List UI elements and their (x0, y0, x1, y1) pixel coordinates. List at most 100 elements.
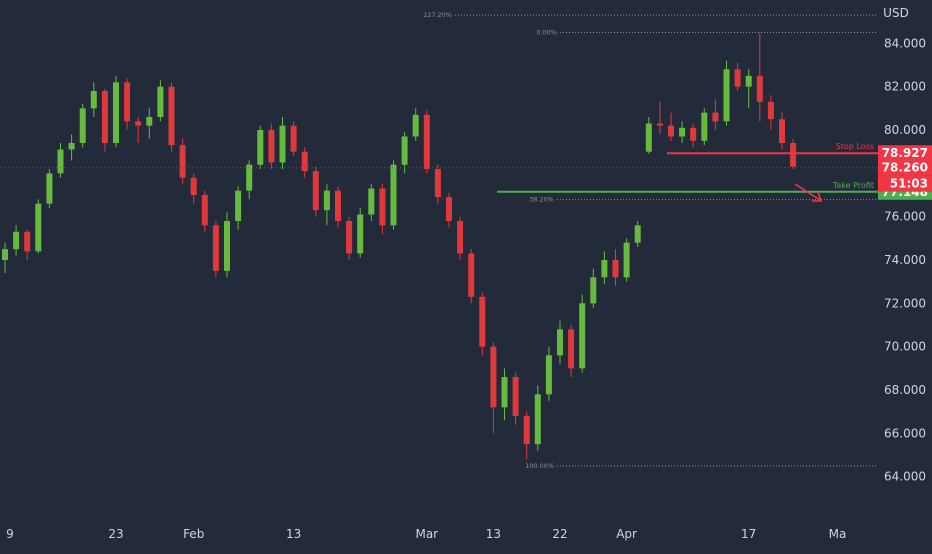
time-axis[interactable]: 9 23 Feb 13 Mar 13 22 Apr 17 Ma (6, 527, 846, 541)
candle-body (379, 188, 386, 226)
trade-levels: Stop Loss Take Profit (0, 142, 878, 193)
candle-body (312, 171, 319, 211)
candle-body (634, 225, 641, 243)
y-tick-label: 64.000 (884, 470, 926, 484)
x-tick-label: 17 (741, 527, 756, 541)
arrow-head (812, 191, 823, 202)
x-tick-label: Apr (616, 527, 637, 541)
y-tick-label: 76.000 (884, 210, 926, 224)
fibonacci-levels: 127.20% 0.00% 38.20% 100.00% (423, 11, 878, 470)
candle-body (335, 190, 341, 221)
candle-body (779, 119, 785, 143)
candle-body (490, 346, 497, 408)
candle-body (501, 377, 508, 408)
y-tick-label: 70.000 (884, 340, 926, 354)
candle-body (323, 190, 330, 211)
candle-body (390, 164, 397, 226)
candle-body (346, 221, 353, 254)
candle-body (279, 125, 286, 163)
price-axis[interactable]: USD 64.000 66.000 68.000 70.000 72.000 74.000 7… (883, 6, 926, 484)
y-tick-label: 72.000 (884, 296, 926, 310)
current-price-tag: 78.260 (882, 161, 928, 175)
candle-body (90, 91, 97, 109)
countdown-tag-bg (878, 175, 932, 192)
x-tick-label: 13 (286, 527, 301, 541)
countdown-tag: 51:03 (890, 177, 928, 191)
candle-body (301, 151, 308, 172)
candle-body (612, 260, 619, 278)
candle-body (734, 69, 741, 87)
candle-body (679, 127, 686, 137)
candle-body (645, 123, 652, 152)
candle-body (468, 253, 475, 297)
candle-body (579, 303, 586, 369)
x-tick-label: 9 (6, 527, 14, 541)
y-tick-label: 74.000 (884, 253, 926, 267)
candle-body (135, 121, 142, 126)
candle-body (412, 114, 419, 137)
candle-body (767, 101, 774, 120)
current-price-tag-bg (878, 159, 932, 176)
candle-body (24, 231, 31, 252)
candle-body (523, 416, 530, 445)
candle-body (246, 164, 253, 191)
projection-arrow (794, 183, 823, 202)
x-tick-label: Mar (415, 527, 438, 541)
candle-body (124, 82, 131, 122)
candle-body (35, 203, 42, 252)
y-tick-label: 80.000 (884, 123, 926, 137)
candle-body (557, 329, 563, 356)
candle-body (401, 136, 408, 165)
candle-body (46, 173, 53, 204)
candle-body (212, 225, 219, 271)
candle-body (268, 130, 275, 163)
candle-body (2, 249, 8, 260)
candle-body (446, 197, 452, 221)
candle-body (690, 127, 697, 141)
x-tick-label: 23 (108, 527, 123, 541)
candle-body (534, 394, 541, 445)
y-tick-label: 66.000 (884, 426, 926, 440)
candle-body (701, 112, 708, 141)
fib-label: 127.20% (423, 11, 452, 19)
fib-label: 38.20% (529, 195, 554, 203)
y-tick-label: 68.000 (884, 383, 926, 397)
candle-body (113, 82, 119, 143)
candle-body (601, 260, 608, 278)
currency-label: USD (883, 6, 909, 20)
candle-body (235, 190, 242, 221)
x-tick-label: Feb (183, 527, 204, 541)
candle-body (290, 125, 297, 152)
candle-body (357, 214, 364, 254)
stop-loss-label: Stop Loss (836, 142, 874, 151)
candle-body (668, 125, 674, 137)
candle-body (13, 231, 20, 250)
candle-body (545, 355, 552, 395)
stop-loss-price-tag: 78.927 (882, 146, 928, 160)
candle-body (434, 169, 441, 198)
candle-body (790, 143, 797, 167)
candle-body (68, 143, 75, 150)
x-tick-label: 13 (486, 527, 501, 541)
candles (2, 32, 797, 460)
candle-body (623, 242, 630, 278)
candle-body (512, 377, 519, 416)
candle-body (723, 69, 730, 122)
candle-body (457, 221, 464, 254)
candle-body (157, 86, 164, 117)
candle-body (479, 296, 486, 347)
candle-body (745, 75, 752, 87)
candle-body (79, 108, 86, 143)
candle-body (368, 188, 375, 215)
candle-body (201, 195, 208, 226)
candle-body (224, 221, 230, 271)
y-tick-label: 84.000 (884, 36, 926, 50)
x-tick-label: 22 (552, 527, 567, 541)
candle-body (146, 117, 153, 126)
candle-body (190, 177, 197, 195)
candle-body (656, 123, 663, 126)
candle-body (101, 91, 108, 143)
